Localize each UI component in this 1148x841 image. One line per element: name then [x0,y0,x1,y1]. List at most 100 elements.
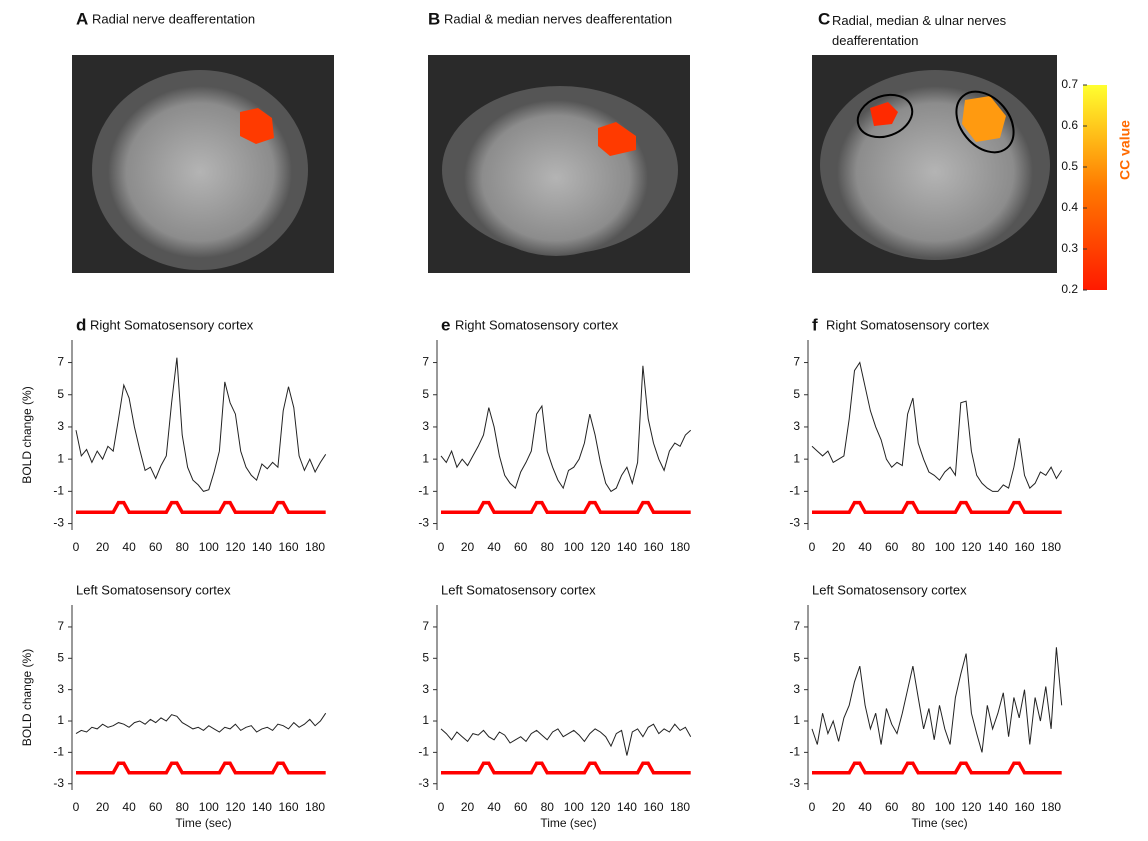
y-tick-label: 3 [57,419,64,433]
y-tick-label: 7 [793,619,800,633]
x-tick-label: 80 [912,540,926,554]
y-tick-label: 1 [422,713,429,727]
mri-image-b [428,55,690,273]
y-tick-label: -1 [789,745,800,759]
colorbar-tick-label: 0.4 [1061,200,1078,214]
x-tick-label: 60 [149,800,163,814]
y-tick-label: -1 [418,484,429,498]
y-tick-label: 3 [793,419,800,433]
y-tick-label: 5 [422,650,429,664]
x-tick-label: 120 [961,540,981,554]
chart-title: Right Somatosensory cortex [90,317,254,332]
y-tick-label: 7 [793,355,800,369]
x-tick-label: 140 [617,540,637,554]
mri-image-c [812,55,1057,273]
chart-letter: e [441,315,450,334]
x-tick-label: 100 [935,800,955,814]
y-tick-label: -1 [53,745,64,759]
y-tick-label: 3 [422,419,429,433]
y-tick-label: 7 [57,619,64,633]
panel-title: Radial & median nerves deafferentation [444,11,672,26]
x-tick-label: 40 [122,800,136,814]
x-tick-label: 160 [643,540,663,554]
x-tick-label: 120 [590,800,610,814]
x-tick-label: 20 [461,540,475,554]
y-tick-label: -3 [789,776,800,790]
x-tick-label: 80 [912,800,926,814]
figure: CC value ARadial nerve deafferentationBR… [0,0,1148,836]
y-axis-label: BOLD change (%) [20,386,34,483]
colorbar-tick-label: 0.7 [1061,77,1078,91]
trace [812,647,1062,752]
x-tick-label: 100 [199,540,219,554]
panel-title-text: Radial, median & ulnar nerves deafferent… [832,11,1062,51]
x-axis-label: Time (sec) [540,816,596,830]
colorbar-tick-label: 0.5 [1061,159,1078,173]
y-tick-label: -3 [53,776,64,790]
x-tick-label: 180 [305,800,325,814]
trace [812,363,1062,492]
x-tick-label: 0 [73,540,80,554]
chart-letter: d [76,315,86,334]
trace [812,763,1062,773]
x-tick-label: 160 [643,800,663,814]
x-tick-label: 180 [1041,540,1061,554]
x-tick-label: 80 [541,540,555,554]
chart-title: Right Somatosensory cortex [826,317,990,332]
y-tick-label: 3 [793,682,800,696]
y-tick-label: 5 [793,387,800,401]
y-tick-label: 5 [57,387,64,401]
y-tick-label: -3 [789,516,800,530]
x-tick-label: 60 [514,540,528,554]
x-tick-label: 80 [176,800,190,814]
x-tick-label: 140 [252,540,272,554]
chart-title: Left Somatosensory cortex [812,582,967,597]
x-tick-label: 180 [670,800,690,814]
y-tick-label: -1 [418,745,429,759]
x-tick-label: 160 [1014,800,1034,814]
trace [441,763,691,773]
trace [76,713,326,733]
x-tick-label: 160 [278,800,298,814]
panel-letter: C [818,9,830,28]
x-tick-label: 160 [1014,540,1034,554]
trace [441,503,691,513]
x-tick-label: 40 [487,540,501,554]
trace [76,763,326,773]
x-tick-label: 20 [96,800,110,814]
x-tick-label: 20 [832,800,846,814]
x-tick-label: 40 [122,540,136,554]
x-tick-label: 100 [564,800,584,814]
colorbar-label: CC value [1117,120,1133,180]
x-tick-label: 100 [935,540,955,554]
y-tick-label: 1 [793,713,800,727]
x-tick-label: 0 [438,800,445,814]
y-tick-label: 1 [57,451,64,465]
x-tick-label: 40 [487,800,501,814]
y-axis-label: BOLD change (%) [20,649,34,746]
trace [441,724,691,755]
chart-title: Left Somatosensory cortex [76,582,231,597]
x-tick-label: 140 [988,800,1008,814]
y-tick-label: -3 [418,776,429,790]
x-tick-label: 160 [278,540,298,554]
y-tick-label: 7 [422,619,429,633]
x-tick-label: 40 [858,800,872,814]
x-tick-label: 120 [590,540,610,554]
trace [441,366,691,492]
mri-image-a [72,55,334,273]
x-tick-label: 140 [988,540,1008,554]
colorbar [1083,85,1107,290]
x-tick-label: 80 [541,800,555,814]
y-tick-label: 3 [57,682,64,696]
y-tick-label: 5 [57,650,64,664]
x-tick-label: 0 [73,800,80,814]
y-tick-label: -3 [418,516,429,530]
chart-letter: f [812,315,818,334]
x-tick-label: 60 [149,540,163,554]
x-tick-label: 180 [1041,800,1061,814]
x-tick-label: 60 [514,800,528,814]
y-tick-label: 1 [57,713,64,727]
x-tick-label: 60 [885,800,899,814]
y-tick-label: 5 [793,650,800,664]
